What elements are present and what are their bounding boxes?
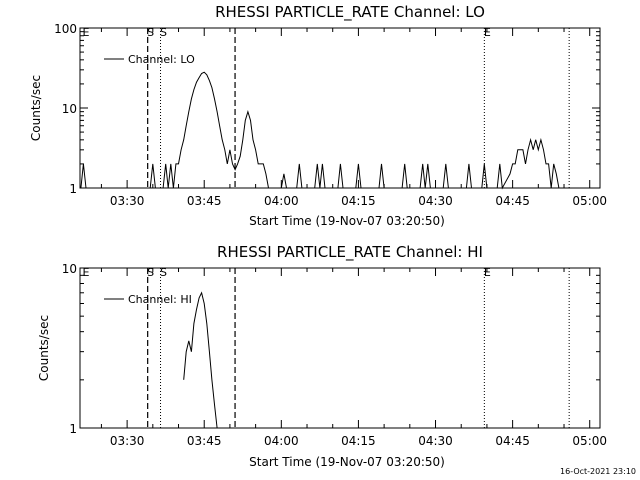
axis-ticks: 03:30 03:45 04:00 04:15 04:30 04:45 05:00 1 10 10… (54, 22, 607, 208)
x-tick-label: 04:15 (341, 194, 376, 208)
legend: Channel: LO (104, 53, 195, 66)
x-tick-label: 05:00 (572, 194, 607, 208)
event-label: S (160, 266, 167, 279)
series-line (183, 291, 218, 429)
y-tick-label: 1 (69, 182, 77, 196)
series-lines (80, 71, 564, 190)
x-tick-label: 03:45 (187, 194, 222, 208)
y-axis-label: Counts/sec (37, 315, 51, 381)
x-tick-label: 04:00 (264, 434, 299, 448)
timestamp-stamp: 16-Oct-2021 23:10 (560, 467, 636, 476)
chart-title: RHESSI PARTICLE_RATE Channel: HI (217, 243, 483, 262)
y-tick-label: 10 (62, 262, 77, 276)
event-label: E (484, 26, 491, 39)
y-tick-label: 10 (62, 102, 77, 116)
chart-panel-hi: RHESSI PARTICLE_RATE Channel: HI 03:30 03… (37, 243, 607, 469)
x-axis-label: Start Time (19-Nov-07 03:20:50) (249, 214, 445, 228)
plot-frame (79, 267, 601, 429)
legend: Channel: HI (104, 293, 192, 306)
y-axis-label: Counts/sec (29, 75, 43, 141)
y-tick-label: 100 (54, 22, 77, 36)
event-label: S (160, 26, 167, 39)
x-tick-label: 04:45 (495, 434, 530, 448)
series-lines (183, 291, 218, 429)
event-label: E (83, 26, 90, 39)
y-tick-label: 1 (69, 422, 77, 436)
x-tick-label: 04:15 (341, 434, 376, 448)
x-tick-label: 04:00 (264, 194, 299, 208)
axis-ticks: 03:30 03:45 04:00 04:15 04:30 04:45 05:00 1 10 (62, 262, 607, 448)
x-tick-label: 04:30 (418, 434, 453, 448)
chart-title: RHESSI PARTICLE_RATE Channel: LO (215, 3, 485, 22)
x-axis-label: Start Time (19-Nov-07 03:20:50) (249, 455, 445, 469)
series-line (80, 71, 564, 190)
event-label: S (147, 266, 154, 279)
chart-panel-lo: RHESSI PARTICLE_RATE Channel: LO 03:30 03… (29, 3, 607, 228)
x-tick-label: 03:30 (110, 434, 145, 448)
event-label: E (83, 266, 90, 279)
x-tick-label: 05:00 (572, 434, 607, 448)
x-tick-label: 03:30 (110, 194, 145, 208)
event-label: S (147, 26, 154, 39)
x-tick-label: 04:45 (495, 194, 530, 208)
x-tick-label: 04:30 (418, 194, 453, 208)
event-label: E (484, 266, 491, 279)
legend-label: Channel: HI (128, 293, 192, 306)
x-tick-label: 03:45 (187, 434, 222, 448)
legend-label: Channel: LO (128, 53, 195, 66)
